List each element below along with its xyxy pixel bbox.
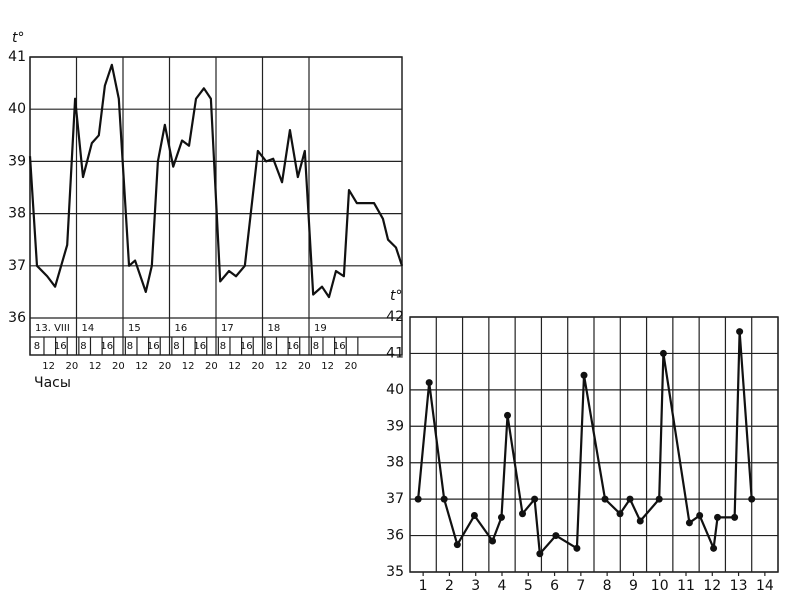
temperature-line <box>417 330 753 555</box>
point <box>696 512 704 520</box>
y-tick-label: 41 <box>8 49 26 65</box>
point <box>714 513 722 521</box>
y-tick-label: 39 <box>386 418 404 434</box>
hour-tick-label: 20 <box>251 361 264 372</box>
x-tick-label: 8 <box>603 578 612 594</box>
x-tick-label: 14 <box>756 578 774 594</box>
x-tick-label: 18 <box>268 323 281 334</box>
point <box>536 550 544 558</box>
y-tick-label: 42 <box>386 309 404 325</box>
y-tick-label: 36 <box>8 310 26 326</box>
hour-tick-label: 20 <box>205 361 218 372</box>
hour-tick-label: 12 <box>135 361 148 372</box>
hour-tick-label: 8 <box>127 341 133 352</box>
hour-tick-label: 20 <box>65 361 78 372</box>
hour-tick-label: 12 <box>275 361 288 372</box>
point <box>636 517 644 525</box>
x-tick-label: 17 <box>221 323 234 334</box>
hour-tick-label: 8 <box>80 341 86 352</box>
y-tick-label: 37 <box>8 258 26 274</box>
point <box>748 495 756 503</box>
hour-tick-label: 16 <box>286 341 299 352</box>
point <box>519 510 527 518</box>
y-tick-label: 38 <box>8 206 26 222</box>
hour-tick-label: 16 <box>147 341 160 352</box>
y-tick-label: 40 <box>8 101 26 117</box>
point <box>552 532 560 540</box>
hour-tick-label: 12 <box>89 361 102 372</box>
x-tick-label: 5 <box>524 578 533 594</box>
x-axis-label: Часы <box>34 375 71 391</box>
hour-tick-label: 16 <box>193 341 206 352</box>
y-axis-label: t° <box>12 30 25 46</box>
x-tick-label: 19 <box>314 323 327 334</box>
hour-tick-label: 12 <box>182 361 195 372</box>
hour-tick-label: 20 <box>298 361 311 372</box>
x-tick-label: 14 <box>82 323 95 334</box>
hour-tick-label: 8 <box>220 341 226 352</box>
point <box>453 541 461 549</box>
x-tick-label: 9 <box>629 578 638 594</box>
point <box>470 512 478 520</box>
y-tick-label: 37 <box>386 491 404 507</box>
point <box>489 537 497 545</box>
point <box>626 495 634 503</box>
hour-tick-label: 16 <box>333 341 346 352</box>
x-tick-label: 11 <box>677 578 695 594</box>
point <box>655 495 663 503</box>
hour-tick-label: 12 <box>228 361 241 372</box>
hour-tick-label: 12 <box>321 361 334 372</box>
hour-tick-label: 16 <box>240 341 253 352</box>
hour-tick-label: 8 <box>266 341 272 352</box>
point <box>425 379 433 387</box>
point <box>504 411 512 419</box>
point <box>659 349 667 357</box>
hour-tick-label: 8 <box>34 341 40 352</box>
x-tick-label: 12 <box>703 578 721 594</box>
point <box>731 513 739 521</box>
hour-tick-label: 20 <box>344 361 357 372</box>
point <box>414 495 422 503</box>
hour-tick-label: 12 <box>42 361 55 372</box>
hour-tick-label: 8 <box>173 341 179 352</box>
hour-tick-label: 16 <box>54 341 67 352</box>
y-tick-label: 39 <box>8 153 26 169</box>
hour-tick-label: 16 <box>100 341 113 352</box>
point <box>440 495 448 503</box>
y-tick-label: 36 <box>386 528 404 544</box>
x-tick-label: 13. VIII <box>35 323 70 334</box>
x-tick-label: 4 <box>498 578 507 594</box>
point <box>685 519 693 527</box>
point <box>601 495 609 503</box>
y-tick-label: 40 <box>386 382 404 398</box>
point <box>497 513 505 521</box>
x-tick-label: 2 <box>445 578 454 594</box>
x-tick-label: 16 <box>175 323 188 334</box>
x-tick-label: 13 <box>730 578 748 594</box>
x-tick-label: 10 <box>651 578 669 594</box>
temperature-line <box>28 63 404 299</box>
x-tick-label: 7 <box>576 578 585 594</box>
y-tick-label: 38 <box>386 455 404 471</box>
point <box>531 495 539 503</box>
point <box>573 544 581 552</box>
hour-tick-label: 20 <box>158 361 171 372</box>
x-tick-label: 15 <box>128 323 141 334</box>
y-tick-label: 41 <box>386 345 404 361</box>
y-tick-label: 35 <box>386 564 404 580</box>
hour-tick-label: 20 <box>112 361 125 372</box>
hour-tick-label: 8 <box>313 341 319 352</box>
x-tick-label: 3 <box>471 578 480 594</box>
x-tick-label: 6 <box>550 578 559 594</box>
x-tick-label: 1 <box>419 578 428 594</box>
y-axis-label: t° <box>390 288 403 304</box>
point <box>736 328 744 336</box>
point <box>580 371 588 379</box>
point <box>710 544 718 552</box>
point <box>616 510 624 518</box>
